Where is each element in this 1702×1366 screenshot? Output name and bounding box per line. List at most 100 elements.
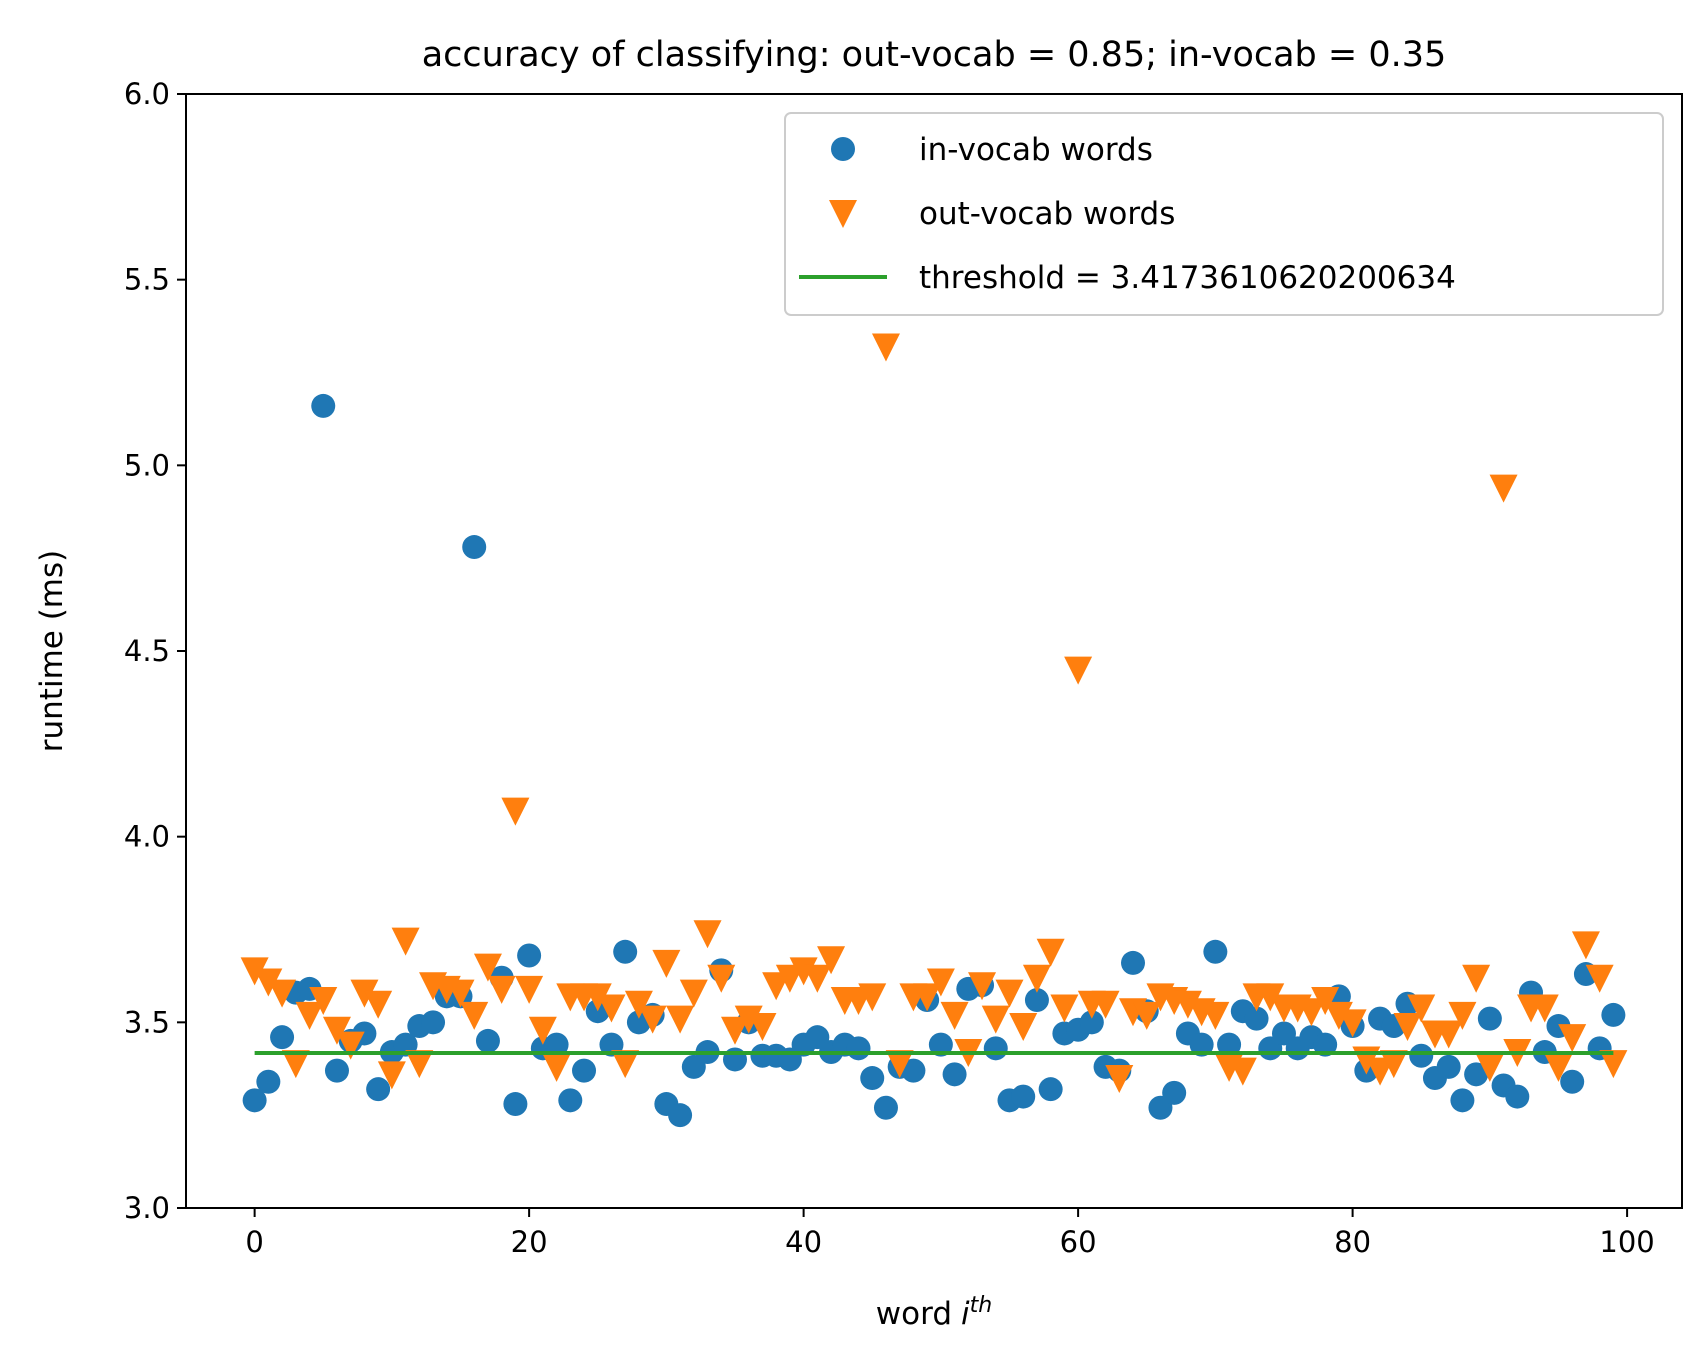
out-vocab-point <box>858 983 887 1012</box>
in-vocab-point <box>1560 1069 1585 1094</box>
out-vocab-point <box>1064 656 1093 685</box>
in-vocab-point <box>1038 1077 1063 1102</box>
in-vocab-point <box>366 1077 391 1102</box>
in-vocab-point <box>572 1058 597 1083</box>
out-vocab-point <box>1379 1050 1408 1079</box>
in-vocab-point <box>242 1088 267 1113</box>
in-vocab-point <box>1313 1032 1338 1057</box>
out-vocab-point <box>1050 994 1079 1023</box>
out-vocab-point <box>322 1016 351 1045</box>
out-vocab-point <box>391 927 420 956</box>
in-vocab-point <box>1189 1032 1214 1057</box>
in-vocab-point <box>860 1066 885 1091</box>
out-vocab-point <box>1201 1001 1230 1030</box>
in-vocab-point <box>1162 1080 1187 1105</box>
legend-label: out-vocab words <box>919 196 1175 232</box>
out-vocab-point <box>1434 1020 1463 1049</box>
out-vocab-point <box>789 957 818 986</box>
y-tick-label: 4.5 <box>124 634 170 668</box>
in-vocab-point <box>1011 1084 1036 1109</box>
in-vocab-point <box>1024 988 1049 1013</box>
in-vocab-point <box>1217 1032 1242 1057</box>
out-vocab-point <box>1393 1013 1422 1042</box>
in-vocab-point <box>901 1058 926 1083</box>
out-vocab-point <box>528 1016 557 1045</box>
out-vocab-point <box>1407 994 1436 1023</box>
in-vocab-point <box>503 1092 528 1117</box>
x-tick-label: 40 <box>785 1225 822 1259</box>
out-vocab-point <box>720 1016 749 1045</box>
out-vocab-point <box>885 1050 914 1079</box>
out-vocab-point <box>913 983 942 1012</box>
in-vocab-point <box>668 1103 693 1128</box>
in-vocab-point <box>1203 939 1228 964</box>
in-vocab-point <box>475 1028 500 1053</box>
out-vocab-point <box>597 994 626 1023</box>
x-tick-label: 0 <box>245 1225 263 1259</box>
out-vocab-point <box>707 964 736 993</box>
out-vocab-point <box>981 1005 1010 1034</box>
in-vocab-point <box>462 535 487 560</box>
out-vocab-point <box>1475 1053 1504 1082</box>
out-vocab-point <box>515 975 544 1004</box>
out-vocab-point <box>1256 983 1285 1012</box>
in-vocab-point <box>928 1032 953 1057</box>
out-vocab-point <box>1462 964 1491 993</box>
out-vocab-point <box>487 975 516 1004</box>
out-vocab-point <box>1599 1050 1628 1079</box>
out-vocab-point <box>1228 1057 1257 1086</box>
out-vocab-point <box>336 1031 365 1060</box>
out-vocab-point <box>254 968 283 997</box>
in-vocab-point <box>270 1025 295 1050</box>
x-axis-label-var: i <box>961 1296 970 1332</box>
out-vocab-point <box>309 987 338 1016</box>
in-vocab-point <box>517 943 542 968</box>
in-vocab-point <box>983 1036 1008 1061</box>
out-vocab-point <box>583 983 612 1012</box>
in-vocab-point <box>873 1095 898 1120</box>
in-vocab-point <box>311 393 336 418</box>
in-vocab-point <box>1079 1010 1104 1035</box>
out-vocab-point <box>940 1001 969 1030</box>
y-axis-label: runtime (ms) <box>34 550 70 752</box>
out-vocab-point <box>1544 1053 1573 1082</box>
legend-label: threshold = 3.4173610620200634 <box>919 260 1456 296</box>
in-vocab-point <box>1436 1054 1461 1079</box>
in-vocab-point <box>1450 1088 1475 1113</box>
out-vocab-point <box>281 1050 310 1079</box>
in-vocab-point <box>544 1032 569 1057</box>
out-vocab-point <box>803 964 832 993</box>
out-vocab-point <box>1338 1009 1367 1038</box>
in-vocab-point <box>324 1058 349 1083</box>
out-vocab-point <box>666 1005 695 1034</box>
in-vocab-point <box>613 939 638 964</box>
out-vocab-point <box>364 990 393 1019</box>
legend: in-vocab words out-vocab words threshold =… <box>784 112 1664 316</box>
out-vocab-point <box>1173 990 1202 1019</box>
y-tick-label: 3.5 <box>124 1005 170 1039</box>
out-vocab-point <box>1448 1001 1477 1030</box>
out-vocab-point <box>1530 994 1559 1023</box>
x-tick-label: 20 <box>511 1225 548 1259</box>
out-vocab-point <box>1091 990 1120 1019</box>
out-vocab-point <box>995 979 1024 1008</box>
out-vocab-point <box>624 990 653 1019</box>
out-vocab-point <box>1558 1024 1587 1053</box>
out-vocab-point <box>1297 998 1326 1027</box>
out-vocab-point <box>1571 931 1600 960</box>
in-vocab-point <box>1477 1006 1502 1031</box>
out-vocab-point <box>1009 1013 1038 1042</box>
out-vocab-point <box>1036 938 1065 967</box>
in-vocab-point <box>1244 1006 1269 1031</box>
out-vocab-point <box>693 920 722 949</box>
plot-marks <box>240 333 1628 1128</box>
in-vocab-point <box>1505 1084 1530 1109</box>
in-vocab-point <box>421 1010 446 1035</box>
out-vocab-point <box>446 979 475 1008</box>
out-vocab-point <box>1132 1001 1161 1030</box>
y-tick-label: 5.0 <box>124 448 170 482</box>
x-axis-label-word: word <box>876 1296 952 1332</box>
out-vocab-point <box>611 1050 640 1079</box>
out-vocab-point <box>350 979 379 1008</box>
